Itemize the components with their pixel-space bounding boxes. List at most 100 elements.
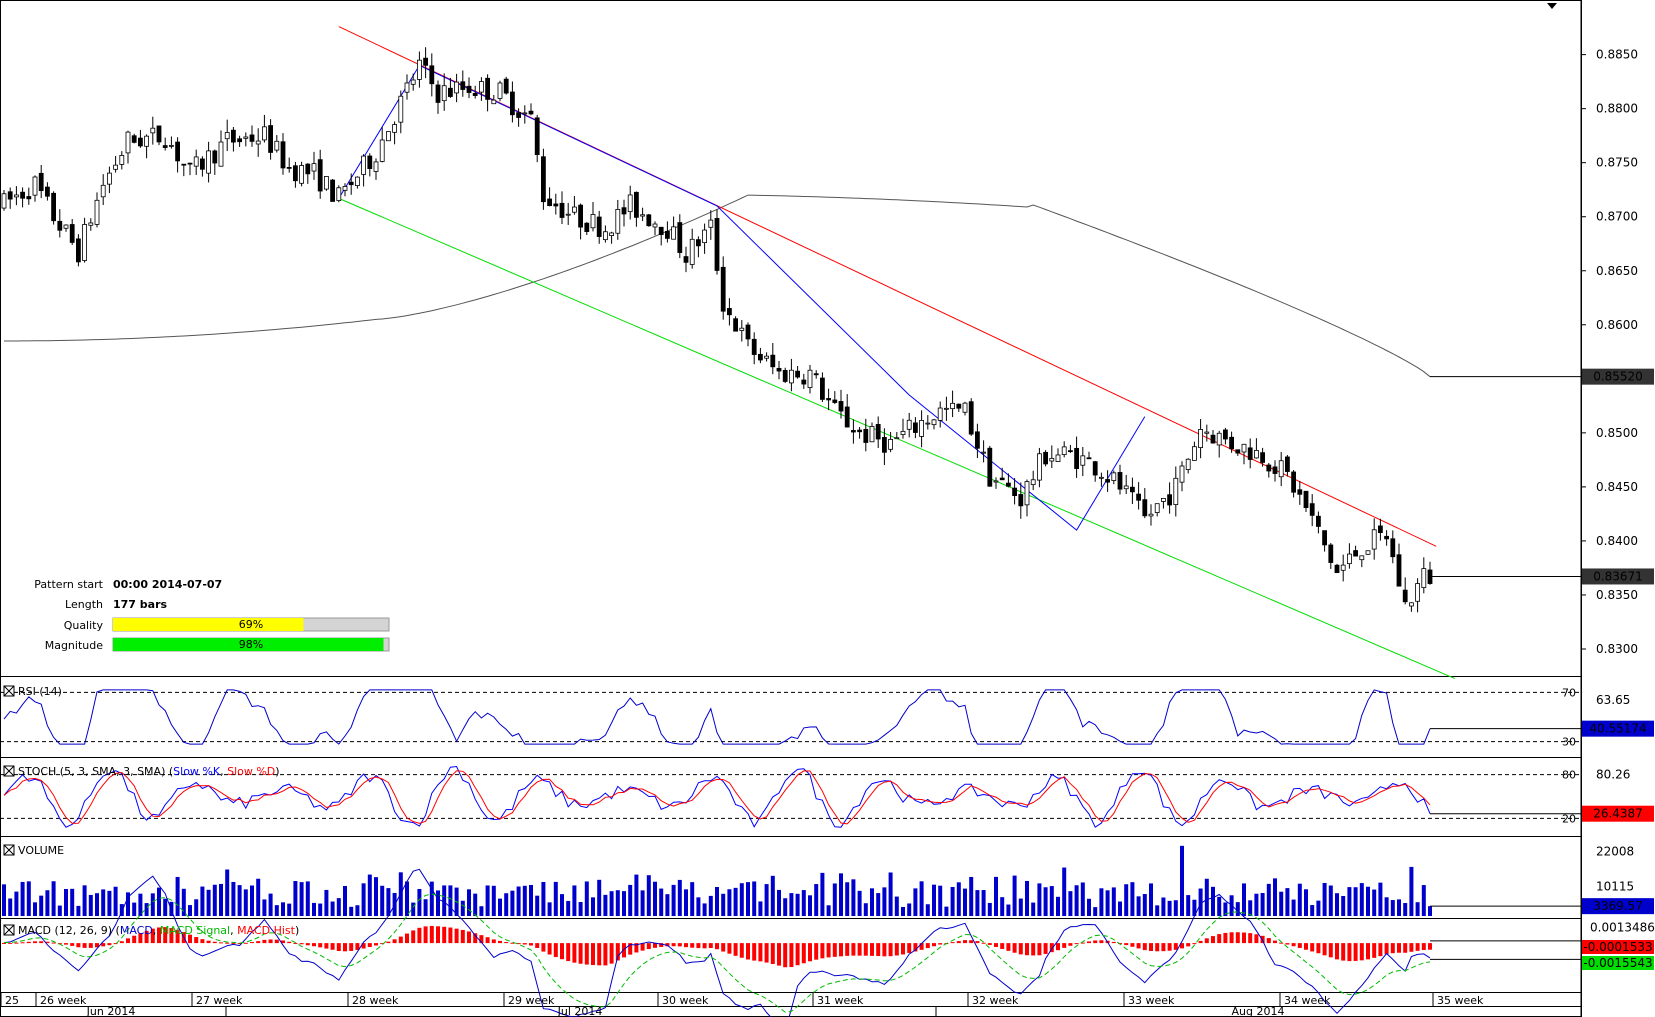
candle — [478, 77, 484, 101]
candle — [69, 219, 75, 245]
candle-body — [665, 230, 670, 239]
macd-hist-bar — [231, 942, 236, 944]
candle-body — [714, 218, 720, 271]
week-label: 32 week — [972, 994, 1019, 1007]
candle — [243, 132, 249, 147]
macd-hist-bar — [677, 943, 682, 947]
candle-body — [13, 194, 19, 198]
candle-body — [1297, 489, 1303, 495]
candle — [534, 114, 540, 163]
macd-hist-bar — [485, 937, 490, 944]
volume-bar — [578, 902, 583, 916]
candle — [286, 157, 292, 173]
candle-body — [1074, 447, 1079, 469]
volume-bar — [832, 883, 837, 916]
volume-bar — [715, 886, 719, 916]
macd-hist-bar — [1192, 943, 1197, 945]
macd-hist-bar — [1304, 943, 1308, 950]
volume-bar — [529, 884, 533, 916]
macd-hist-bar — [1310, 943, 1315, 952]
volume-bar — [200, 886, 205, 916]
volume-bar — [572, 885, 577, 916]
macd-hist-bar — [8, 942, 13, 944]
candle-body — [113, 164, 118, 170]
macd-hist-bar — [1248, 933, 1253, 944]
candle — [1192, 441, 1197, 461]
candle-body — [658, 226, 664, 235]
candle — [1334, 563, 1340, 574]
candle — [255, 128, 261, 157]
candle — [491, 94, 497, 105]
candle — [230, 126, 236, 152]
volume-bar — [845, 882, 850, 916]
volume-bar — [1062, 867, 1067, 916]
candle-body — [534, 117, 540, 155]
y-tick-label: 0.8650 — [1596, 264, 1638, 278]
candle-body — [286, 166, 292, 169]
macd-hist-bar — [1366, 943, 1370, 960]
candle — [292, 161, 298, 188]
candle — [975, 423, 980, 459]
macd-hist-bar — [925, 943, 930, 949]
candle — [596, 210, 602, 244]
volume-bar — [1304, 889, 1308, 916]
volume-bar — [646, 875, 651, 916]
candle-body — [317, 159, 323, 192]
magnitude-bar-fill — [113, 638, 384, 651]
candle-body — [181, 163, 187, 166]
volume-bar — [752, 881, 757, 916]
candle-body — [1322, 530, 1327, 546]
candle-body — [305, 163, 311, 175]
volume-bar — [8, 898, 13, 916]
volume-bar — [857, 890, 862, 916]
y-tick-label: 0.8700 — [1596, 210, 1638, 224]
macd-hist-bar — [1080, 942, 1085, 944]
candle — [863, 418, 869, 452]
candle-body — [472, 93, 478, 96]
macd-hist-bar — [913, 943, 918, 952]
candle-body — [1179, 465, 1185, 483]
volume-bar — [157, 887, 161, 916]
candle-body — [1068, 450, 1073, 453]
macd-hist-bar — [1347, 943, 1352, 962]
macd-hist-bar — [1359, 943, 1364, 961]
macd-hist-bar — [312, 943, 316, 947]
candle-body — [708, 219, 714, 228]
candle-body — [392, 124, 398, 133]
scroll-marker-icon[interactable] — [1547, 3, 1557, 9]
candle-body — [683, 256, 689, 263]
volume-bar — [969, 876, 974, 916]
candle — [76, 234, 81, 267]
volume-bar — [417, 888, 422, 916]
macd-hist-bar — [820, 943, 825, 959]
candle-body — [156, 125, 162, 143]
candle-body — [1086, 457, 1092, 460]
macd-hist-bar — [405, 933, 409, 944]
candle-body — [416, 59, 422, 80]
candle — [789, 358, 794, 392]
candle — [770, 343, 776, 375]
candle — [1266, 462, 1272, 478]
candle — [1130, 477, 1135, 504]
candle-body — [51, 192, 56, 222]
volume-bar — [343, 885, 347, 916]
volume-bar — [231, 881, 236, 916]
candle-body — [875, 424, 881, 440]
volume-bar — [237, 885, 242, 916]
macd-hist-bar — [1167, 943, 1172, 951]
volume-bar — [39, 895, 44, 916]
candle-body — [1328, 544, 1334, 563]
candle — [689, 228, 695, 269]
macd-hist-bar — [950, 942, 955, 944]
candle — [609, 231, 614, 244]
stoch-panel: 80 20 80.26 26.4387 — [0, 765, 1654, 828]
candle — [249, 125, 255, 147]
macd-hist-bar — [783, 943, 788, 968]
candle-body — [435, 84, 441, 103]
candle-body — [218, 141, 224, 167]
volume-bar — [219, 883, 223, 916]
candle-body — [45, 186, 50, 197]
macd-hist-bar — [956, 941, 961, 944]
volume-bar — [163, 898, 168, 916]
